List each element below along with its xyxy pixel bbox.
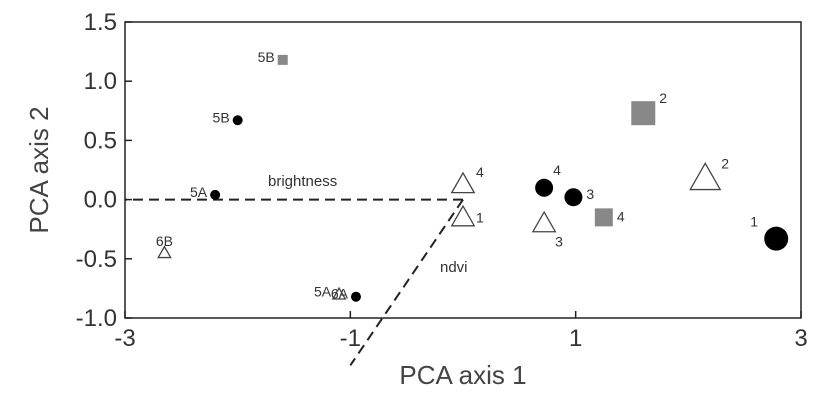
point-label: 2 (721, 155, 729, 171)
point-circle-3 (564, 188, 583, 207)
point-triangle-3 (531, 210, 557, 233)
point-triangle-5A (331, 286, 347, 300)
x-axis-title: PCA axis 1 (399, 360, 526, 390)
vectors-layer: brightness ndvi (125, 173, 468, 366)
point-label: 6B (156, 233, 173, 249)
vector-label-brightness: brightness (268, 173, 337, 190)
point-label: 5B (258, 49, 275, 65)
point-triangle-6B (157, 245, 172, 259)
point-label: 5B (213, 109, 230, 125)
y-tick-label: 0.5 (84, 127, 117, 154)
point-label: 4 (476, 164, 484, 180)
point-label: 5A (314, 283, 332, 299)
y-tick-label: 0.0 (84, 187, 117, 214)
point-square-2 (631, 101, 656, 126)
y-tick-label: -1.0 (76, 305, 117, 332)
ticks-layer: -3 -1 1 3 1.5 1.0 0.5 0.0 -0.5 -1.0 (76, 9, 808, 352)
point-label: 6A (331, 286, 349, 302)
vector-ndvi (349, 199, 464, 366)
x-tick-label: 3 (794, 325, 807, 352)
x-tick-label: -3 (114, 325, 135, 352)
y-tick-label: -0.5 (76, 246, 117, 273)
point-label: 4 (617, 208, 625, 224)
point-circle-4 (535, 178, 554, 197)
x-tick-label: -1 (340, 325, 361, 352)
x-tick-label: 1 (569, 325, 582, 352)
point-triangle-1 (450, 204, 476, 227)
point-label: 3 (555, 233, 563, 249)
point-circle-1 (764, 226, 789, 251)
y-tick-label: 1.0 (84, 68, 117, 95)
point-label: 1 (750, 214, 758, 230)
point-circle-6A (350, 291, 361, 302)
plot-frame (124, 21, 802, 319)
point-circle-5A (210, 189, 221, 200)
point-triangle-2 (689, 161, 722, 191)
vector-label-ndvi: ndvi (440, 259, 468, 276)
point-square-4 (594, 208, 613, 227)
point-circle-5B (232, 115, 243, 126)
y-tick-label: 1.5 (84, 9, 117, 36)
point-label: 2 (659, 90, 667, 106)
point-square-5B (277, 54, 288, 65)
point-label: 1 (476, 209, 484, 225)
point-label: 4 (553, 162, 561, 178)
point-triangle-4 (450, 171, 476, 194)
point-label: 3 (586, 186, 594, 202)
point-label: 5A (190, 184, 208, 200)
y-axis-title: PCA axis 2 (24, 106, 54, 233)
